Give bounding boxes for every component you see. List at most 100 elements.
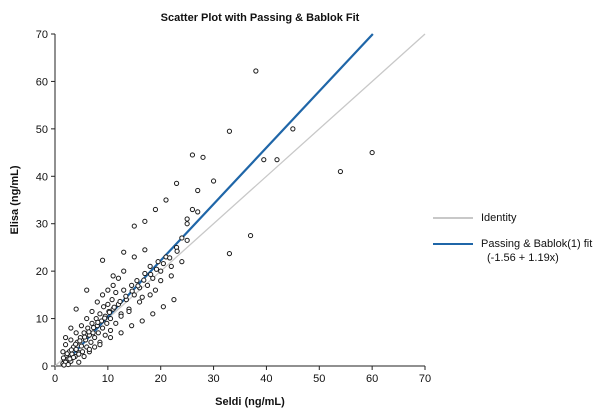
data-point (136, 299, 143, 305)
data-point (107, 327, 114, 334)
data-point (173, 180, 180, 186)
x-tick-label: 70 (419, 373, 431, 385)
data-point (369, 149, 375, 156)
data-point (117, 298, 123, 305)
data-point (152, 287, 159, 293)
data-point (118, 313, 124, 319)
y-tick-label: 10 (36, 314, 48, 326)
data-point (94, 299, 100, 305)
data-point (77, 338, 83, 344)
x-tick-label: 0 (52, 373, 58, 385)
data-point (126, 308, 132, 315)
data-point (118, 330, 124, 336)
data-point (102, 332, 108, 338)
data-point (121, 287, 127, 293)
data-point (123, 293, 129, 299)
data-point (61, 362, 67, 368)
data-point (78, 343, 85, 349)
y-tick-label: 0 (42, 361, 48, 373)
data-point (129, 323, 135, 329)
data-point (105, 301, 111, 307)
data-point (261, 157, 267, 163)
data-point (107, 334, 114, 341)
data-point (253, 68, 259, 74)
legend-item-identity: Identity (433, 212, 598, 224)
data-point (115, 275, 122, 281)
data-point (110, 273, 116, 279)
marks (54, 33, 426, 368)
data-point (179, 259, 185, 265)
legend-item-passing-bablok: Passing & Bablok(1) fit (433, 238, 598, 250)
data-point (92, 344, 98, 350)
data-point (90, 330, 96, 336)
data-point (95, 330, 101, 336)
data-point (129, 288, 135, 294)
data-point (134, 278, 140, 284)
data-point (86, 346, 92, 352)
data-point (158, 278, 164, 284)
data-point (78, 323, 85, 329)
x-tick-label: 20 (155, 373, 167, 385)
data-point (167, 255, 173, 261)
data-point (73, 341, 79, 347)
data-point (79, 349, 86, 355)
x-tick-label: 60 (366, 373, 378, 385)
y-tick-label: 20 (36, 266, 48, 278)
y-axis-label: Elisa (ng/mL) (9, 165, 21, 235)
data-point (81, 353, 87, 360)
data-point (171, 297, 177, 303)
data-point (168, 263, 174, 269)
y-tick-label: 60 (36, 76, 48, 88)
data-point (92, 334, 98, 341)
data-point (62, 342, 69, 348)
data-point (60, 355, 67, 361)
data-point (68, 325, 74, 331)
data-point (168, 273, 174, 279)
y-tick-label: 50 (36, 124, 48, 136)
data-point (64, 351, 70, 357)
data-point (174, 248, 180, 254)
data-point (73, 346, 79, 352)
data-point (89, 320, 95, 326)
x-tick-label: 30 (207, 373, 219, 385)
data-point (86, 329, 92, 335)
data-point (99, 325, 106, 331)
data-point (84, 315, 90, 322)
data-point (73, 330, 79, 336)
data-point (99, 257, 106, 263)
data-point (337, 168, 344, 175)
data-point (195, 209, 201, 215)
x-tick-label: 10 (102, 373, 114, 385)
data-point (131, 223, 137, 229)
data-point (184, 221, 190, 227)
data-point (147, 292, 153, 298)
data-point (141, 277, 147, 283)
data-point (73, 306, 79, 312)
data-point (163, 197, 169, 203)
data-point (150, 275, 156, 281)
data-point (95, 319, 101, 325)
data-point (184, 216, 190, 222)
legend-label-identity: Identity (481, 212, 517, 224)
data-point (97, 311, 103, 317)
data-point (142, 247, 148, 253)
data-point (121, 249, 127, 255)
data-point (111, 304, 117, 310)
legend: Identity Passing & Bablok(1) fit (-1.56 … (433, 212, 598, 264)
data-point (179, 235, 185, 241)
data-point (150, 311, 156, 317)
data-point (88, 339, 94, 345)
data-point (210, 178, 217, 184)
data-point (90, 324, 97, 331)
data-point (144, 282, 151, 288)
legend-swatch-passing-bablok (433, 243, 473, 245)
data-point (67, 356, 73, 362)
data-point (76, 351, 82, 357)
data-point (142, 218, 148, 224)
legend-label-passing-bablok: Passing & Bablok(1) fit (481, 238, 593, 250)
data-point (131, 292, 137, 298)
data-point (89, 308, 95, 315)
data-point (81, 330, 87, 336)
y-tick-label: 40 (36, 171, 48, 183)
